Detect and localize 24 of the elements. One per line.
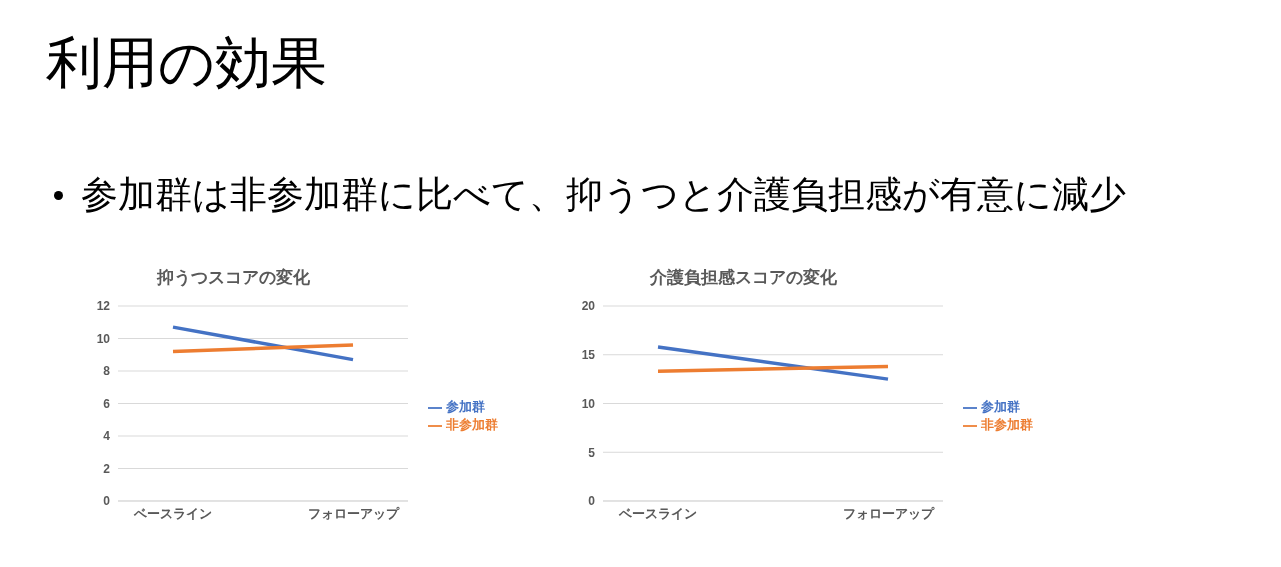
y-tick-label: 8 (103, 364, 111, 379)
legend-label: 参加群 (981, 399, 1020, 414)
y-tick-label: 2 (103, 461, 111, 476)
y-tick-label: 12 (96, 299, 111, 314)
text: 利用の効果 (46, 30, 328, 96)
x-tick-label: ベースライン (618, 506, 697, 522)
y-tick-label: 0 (588, 494, 596, 509)
chart-title: 介護負担感スコアの変化 (648, 267, 838, 289)
y-tick-label: 4 (103, 429, 111, 444)
y-tick-label: 15 (581, 348, 596, 363)
y-tick-label: 0 (103, 494, 111, 509)
x-tick-label: ベースライン (133, 506, 212, 522)
y-tick-label: 10 (581, 396, 596, 411)
chart-title: 抑うつスコアの変化 (155, 267, 311, 289)
y-tick-label: 6 (103, 396, 111, 411)
x-tick-label: フォローアップ (842, 506, 935, 522)
text: 参加群は非参加群に比べて、抑うつと介護負担感が有意に減少 (81, 173, 1126, 217)
legend-label: 非参加群 (446, 417, 498, 432)
legend-label: 参加群 (446, 399, 485, 414)
x-tick-label: フォローアップ (307, 506, 400, 522)
y-tick-label: 5 (588, 445, 596, 460)
y-tick-label: 10 (96, 331, 111, 346)
y-tick-label: 20 (581, 299, 596, 314)
legend-label: 非参加群 (981, 417, 1033, 432)
